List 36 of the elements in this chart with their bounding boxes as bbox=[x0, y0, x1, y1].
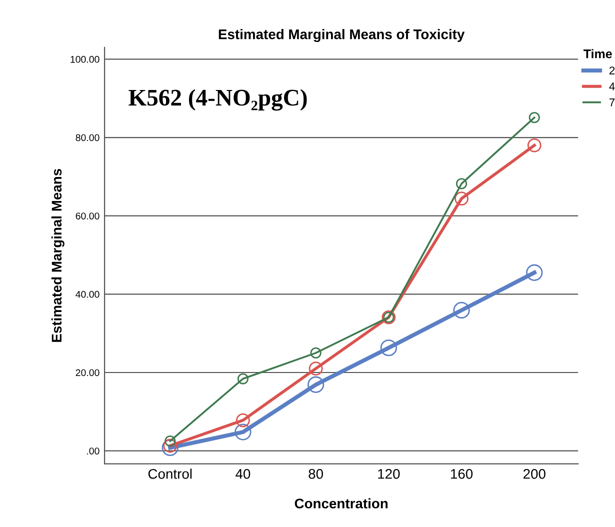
point bbox=[164, 435, 176, 447]
y-axis-title: Estimated Marginal Means bbox=[51, 168, 64, 342]
point bbox=[236, 413, 250, 428]
point bbox=[307, 376, 324, 393]
y-tick-label: 80.00 bbox=[76, 134, 100, 142]
point bbox=[310, 347, 322, 358]
point bbox=[456, 178, 468, 190]
x-tick-label: 120 bbox=[378, 468, 400, 479]
x-tick-label: 200 bbox=[524, 468, 546, 479]
legend-title: Time bbox=[584, 49, 612, 58]
point bbox=[528, 112, 540, 124]
legend-label: 2 bbox=[609, 66, 615, 74]
point bbox=[237, 373, 249, 384]
y-tick-label: 60.00 bbox=[76, 212, 100, 220]
x-tick-label: Control bbox=[148, 468, 192, 479]
legend-label: 4 bbox=[609, 82, 615, 90]
point bbox=[454, 192, 468, 206]
point bbox=[380, 339, 398, 356]
point bbox=[308, 362, 323, 376]
y-tick-label: 100.00 bbox=[70, 56, 100, 63]
y-tick-label: 40.00 bbox=[76, 290, 100, 298]
y-tick-label: 20.00 bbox=[76, 369, 100, 376]
annotation: K562 (4-NO₂pgC) bbox=[128, 89, 307, 111]
point bbox=[163, 438, 178, 453]
point bbox=[526, 264, 543, 281]
point bbox=[453, 302, 470, 319]
point bbox=[527, 138, 542, 152]
point bbox=[234, 424, 252, 440]
x-tick-label: 40 bbox=[236, 468, 250, 479]
legend-label: 7 bbox=[609, 98, 615, 106]
x-axis-title: Concentration bbox=[294, 498, 388, 508]
x-tick-label: 160 bbox=[451, 468, 473, 479]
chart-title: Estimated Marginal Means of Toxicity bbox=[218, 29, 465, 42]
x-tick-label: 80 bbox=[308, 468, 324, 479]
point bbox=[162, 439, 178, 456]
y-tick-label: .00 bbox=[87, 448, 100, 454]
